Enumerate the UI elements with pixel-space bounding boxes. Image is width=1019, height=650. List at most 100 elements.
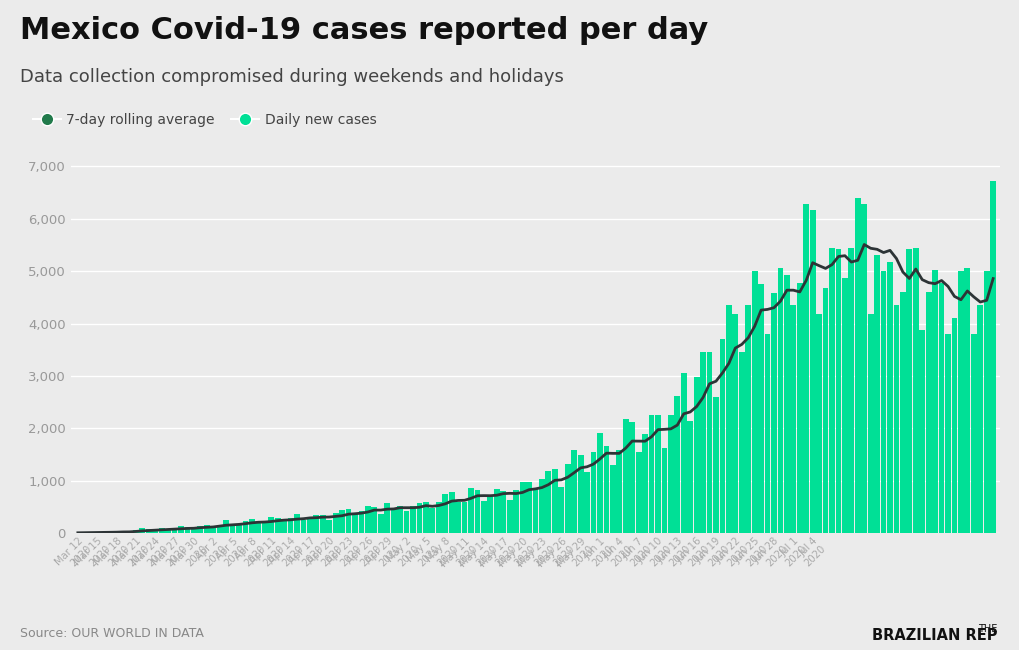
Text: Source: OUR WORLD IN DATA: Source: OUR WORLD IN DATA	[20, 627, 204, 640]
Bar	[648, 415, 654, 533]
Bar	[429, 508, 435, 533]
Bar	[377, 514, 383, 533]
Bar	[191, 528, 197, 533]
Bar	[204, 525, 210, 533]
Bar	[661, 448, 666, 533]
Bar	[609, 465, 615, 533]
Bar	[396, 506, 403, 533]
Bar	[803, 203, 808, 533]
Bar	[931, 270, 937, 533]
Bar	[229, 524, 235, 533]
Bar	[706, 352, 711, 533]
Bar	[667, 415, 674, 533]
Bar	[745, 306, 750, 533]
Bar	[332, 514, 338, 533]
Bar	[629, 422, 635, 533]
Bar	[893, 306, 899, 533]
Bar	[165, 529, 171, 533]
Bar	[365, 506, 371, 533]
Bar	[371, 506, 377, 533]
Bar	[442, 494, 447, 533]
Bar	[751, 272, 757, 533]
Bar	[352, 514, 358, 533]
Bar	[687, 421, 693, 533]
Bar	[223, 520, 229, 533]
Bar	[976, 306, 982, 533]
Bar	[448, 492, 454, 533]
Bar	[615, 450, 622, 533]
Bar	[790, 306, 796, 533]
Bar	[879, 271, 886, 533]
Bar	[584, 472, 589, 533]
Bar	[642, 434, 647, 533]
Bar	[964, 268, 969, 533]
Bar	[262, 523, 267, 533]
Bar	[526, 482, 532, 533]
Text: THE: THE	[977, 624, 997, 634]
Bar	[571, 450, 577, 533]
Bar	[635, 452, 641, 533]
Bar	[339, 510, 344, 533]
Bar	[918, 330, 924, 533]
Bar	[255, 523, 261, 533]
Bar	[957, 272, 963, 533]
Bar	[899, 292, 905, 533]
Bar	[390, 508, 396, 533]
Bar	[776, 268, 783, 533]
Bar	[410, 506, 416, 533]
Bar	[101, 532, 106, 533]
Bar	[860, 203, 866, 533]
Bar	[184, 526, 191, 533]
Bar	[301, 520, 306, 533]
Bar	[854, 198, 860, 533]
Bar	[217, 525, 222, 533]
Bar	[815, 314, 821, 533]
Bar	[937, 283, 944, 533]
Bar	[243, 521, 248, 533]
Bar	[359, 511, 364, 533]
Bar	[146, 529, 152, 533]
Bar	[287, 518, 293, 533]
Bar	[152, 530, 158, 533]
Bar	[198, 525, 203, 533]
Bar	[770, 293, 776, 533]
Bar	[462, 502, 467, 533]
Bar	[989, 181, 996, 533]
Bar	[545, 471, 550, 533]
Bar	[796, 283, 802, 533]
Bar	[757, 285, 763, 533]
Bar	[784, 275, 789, 533]
Bar	[577, 455, 583, 533]
Bar	[307, 517, 313, 533]
Bar	[132, 530, 139, 533]
Bar	[565, 463, 570, 533]
Bar	[454, 502, 461, 533]
Text: Data collection compromised during weekends and holidays: Data collection compromised during weeke…	[20, 68, 564, 86]
Bar	[738, 352, 744, 533]
Bar	[970, 333, 976, 533]
Bar	[764, 333, 769, 533]
Bar	[828, 248, 835, 533]
Bar	[320, 515, 325, 533]
Bar	[557, 487, 564, 533]
Bar	[345, 509, 352, 533]
Bar	[538, 480, 544, 533]
Bar	[235, 525, 242, 533]
Bar	[159, 528, 164, 533]
Bar	[249, 519, 255, 533]
Bar	[113, 532, 119, 533]
Bar	[107, 532, 113, 533]
Bar	[468, 488, 474, 533]
Bar	[326, 520, 332, 533]
Bar	[384, 503, 389, 533]
Bar	[906, 248, 911, 533]
Bar	[693, 378, 699, 533]
Bar	[732, 314, 738, 533]
Bar	[951, 318, 957, 533]
Bar	[126, 532, 132, 533]
Bar	[873, 255, 879, 533]
Bar	[983, 272, 988, 533]
Bar	[313, 515, 319, 533]
Bar	[945, 333, 950, 533]
Bar	[487, 495, 493, 533]
